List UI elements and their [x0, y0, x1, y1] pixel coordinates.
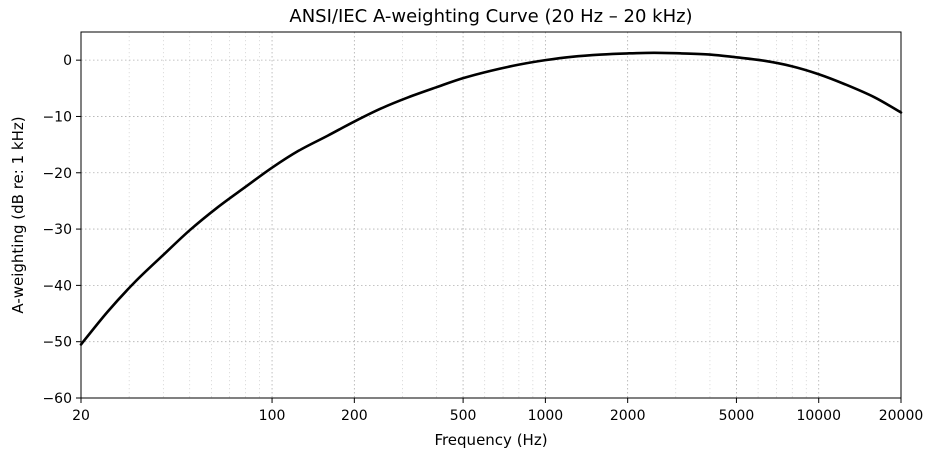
x-tick-label: 500	[450, 408, 477, 424]
y-tick-label: −10	[42, 109, 72, 125]
y-tick-label: −50	[42, 335, 72, 351]
x-tick-label: 100	[259, 408, 286, 424]
a-weighting-curve	[79, 51, 903, 346]
y-tick-label: −40	[42, 278, 72, 294]
x-tick-label: 20	[72, 408, 90, 424]
y-axis-label: A-weighting (dB re: 1 kHz)	[9, 116, 27, 313]
x-tick-label: 1000	[528, 408, 564, 424]
plot-frame	[80, 31, 902, 399]
x-tick-label: 20000	[879, 408, 924, 424]
x-tick-label: 10000	[796, 408, 841, 424]
y-tick-label: −60	[42, 391, 72, 407]
ticks: 20 100 200 500 1000 2000 5000 10000 20000 0 −10 −20…	[42, 53, 923, 424]
chart-title: ANSI/IEC A-weighting Curve (20 Hz – 20 k…	[289, 6, 692, 27]
y-tick-label: −20	[42, 166, 72, 182]
x-tick-label: 5000	[719, 408, 755, 424]
y-tick-label: 0	[63, 53, 72, 69]
grid	[80, 32, 902, 399]
x-tick-label: 200	[341, 408, 368, 424]
y-tick-label: −30	[42, 222, 72, 238]
x-axis-label: Frequency (Hz)	[434, 431, 547, 449]
x-tick-label: 2000	[610, 408, 646, 424]
